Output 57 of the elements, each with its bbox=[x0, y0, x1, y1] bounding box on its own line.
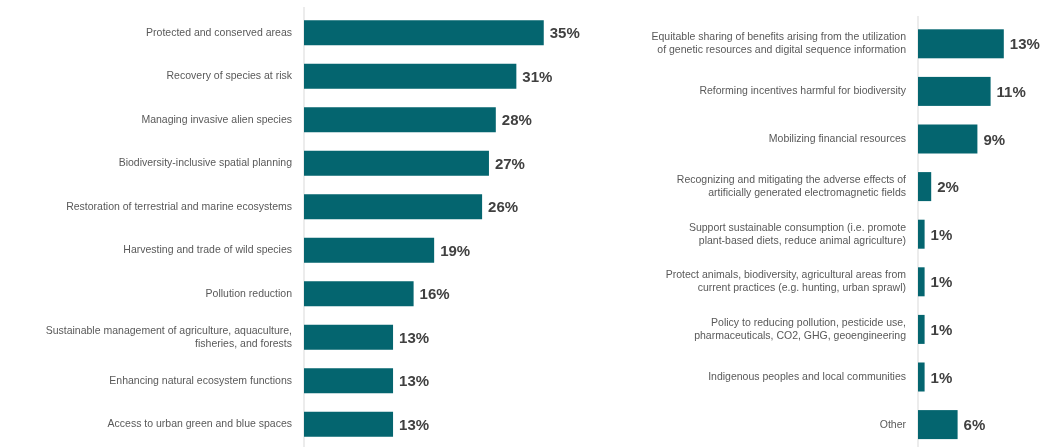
bar bbox=[304, 194, 483, 220]
y-tick-label: Protected and conserved areas bbox=[146, 25, 292, 38]
y-tick-label: Pollution reduction bbox=[205, 286, 293, 299]
data-label: 1% bbox=[930, 273, 953, 291]
y-tick-label: Managing invasive alien species bbox=[141, 112, 292, 125]
bar bbox=[304, 324, 394, 350]
bar bbox=[918, 29, 1004, 59]
y-tick-label: Protect animals, biodiversity, agricultural areas from current practices (e.g. hunting, urban sprawl) bbox=[665, 268, 907, 294]
y-tick-label: Enhancing natural ecosystem functions bbox=[109, 373, 292, 386]
y-tick-label: Reforming incentives harmful for biodiversity bbox=[699, 84, 907, 97]
bar bbox=[918, 124, 978, 154]
bar bbox=[304, 63, 517, 89]
data-label: 31% bbox=[522, 67, 553, 85]
y-tick-label: Policy to reducing pollution, pesticide use, pharmaceuticals, CO2, GHG, geoengineering bbox=[694, 315, 907, 341]
bar bbox=[918, 76, 991, 106]
data-label: 1% bbox=[930, 368, 953, 386]
bar bbox=[918, 410, 958, 440]
bar bbox=[918, 362, 925, 392]
bar bbox=[304, 368, 394, 394]
data-label: 35% bbox=[549, 24, 580, 42]
y-tick-label: Other bbox=[879, 417, 907, 430]
y-tick-label: Mobilizing financial resources bbox=[768, 131, 906, 144]
y-tick-label: Equitable sharing of benefits arising from the utilization of genetic resources and digital sequence information bbox=[651, 30, 907, 56]
bar bbox=[918, 219, 925, 249]
data-label: 1% bbox=[930, 320, 953, 338]
bar bbox=[918, 314, 925, 344]
bar bbox=[304, 237, 435, 263]
data-label: 6% bbox=[963, 416, 986, 434]
data-label: 27% bbox=[494, 154, 525, 172]
y-tick-label: Biodiversity-inclusive spatial planning bbox=[118, 156, 293, 169]
bar bbox=[304, 281, 414, 307]
bar bbox=[918, 267, 925, 297]
data-label: 26% bbox=[488, 198, 519, 216]
bar bbox=[918, 172, 932, 202]
data-label: 1% bbox=[930, 225, 953, 243]
y-tick-label: Recognizing and mitigating the adverse effects of artificially generated electromagnetic fields bbox=[676, 172, 907, 198]
data-label: 28% bbox=[501, 111, 532, 129]
data-label: 13% bbox=[399, 328, 430, 346]
data-label: 16% bbox=[419, 285, 450, 303]
y-tick-label: Access to urban green and blue spaces bbox=[107, 417, 292, 430]
bar bbox=[304, 411, 394, 437]
y-tick-label: Recovery of species at risk bbox=[166, 69, 293, 82]
data-label: 13% bbox=[399, 415, 430, 433]
bar bbox=[304, 150, 489, 176]
data-label: 11% bbox=[996, 82, 1026, 100]
y-tick-label: Support sustainable consumption (i.e. promote plant-based diets, reduce animal agriculture) bbox=[688, 220, 907, 246]
y-tick-label: Restoration of terrestrial and marine ecosystems bbox=[66, 199, 292, 212]
y-tick-label: Indigenous peoples and local communities bbox=[708, 369, 906, 382]
bar bbox=[304, 107, 496, 133]
y-tick-label: Harvesting and trade of wild species bbox=[123, 243, 292, 256]
data-label: 13% bbox=[399, 372, 430, 390]
data-label: 2% bbox=[937, 178, 959, 196]
y-tick-label: Sustainable management of agriculture, aquaculture, fisheries, and forests bbox=[45, 323, 292, 349]
bar bbox=[304, 20, 544, 46]
data-label: 9% bbox=[983, 130, 1006, 148]
data-label: 19% bbox=[440, 241, 471, 259]
data-label: 13% bbox=[1009, 35, 1040, 53]
